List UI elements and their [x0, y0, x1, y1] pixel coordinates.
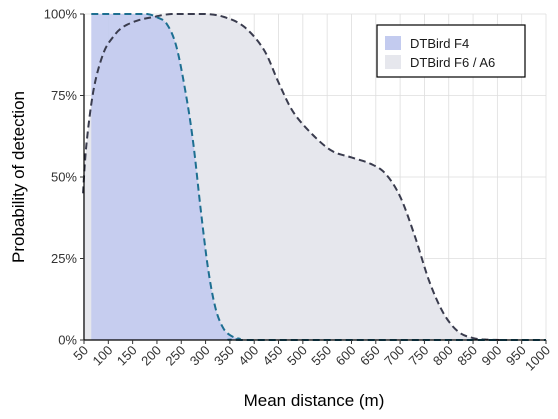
y-tick-label: 25%	[51, 251, 77, 266]
x-tick-label: 200	[138, 343, 164, 369]
x-tick-label: 650	[357, 343, 383, 369]
y-tick-label: 0%	[58, 333, 77, 348]
legend-swatch-f6	[385, 55, 401, 69]
y-axis-title: Probability of detection	[9, 91, 28, 263]
x-tick-label: 500	[284, 343, 310, 369]
x-tick-label: 400	[235, 343, 261, 369]
x-tick-label: 550	[308, 343, 334, 369]
legend-label-f4: DTBird F4	[410, 36, 469, 51]
x-tick-label: 450	[260, 343, 286, 369]
x-tick-label: 1000	[522, 343, 553, 374]
y-tick-label: 50%	[51, 170, 77, 185]
y-tick-label: 100%	[44, 7, 78, 22]
x-tick-label: 250	[162, 343, 188, 369]
legend: DTBird F4 DTBird F6 / A6	[376, 24, 526, 78]
series-areas	[83, 14, 546, 340]
legend-swatch-f4	[385, 36, 401, 50]
legend-label-f6: DTBird F6 / A6	[410, 55, 495, 70]
x-tick-label: 700	[381, 343, 407, 369]
y-tick-label: 75%	[51, 88, 77, 103]
x-tick-label: 150	[114, 343, 140, 369]
x-tick-label: 350	[211, 343, 237, 369]
x-tick-label: 850	[454, 343, 480, 369]
axes	[80, 13, 547, 344]
legend-box	[376, 24, 526, 78]
series-line-f4	[91, 13, 546, 342]
x-tick-label: 600	[333, 343, 359, 369]
x-tick-label: 800	[430, 343, 456, 369]
series-line-f6-a6	[82, 13, 508, 341]
x-tick-label: 900	[479, 343, 505, 369]
series-lines	[82, 13, 546, 342]
series-area-f4	[91, 14, 546, 340]
x-tick-labels: 5010015020025030035040045050055060065070…	[70, 343, 553, 374]
y-tick-labels: 0% 25% 50% 75% 100%	[44, 7, 78, 348]
x-tick-label: 300	[187, 343, 213, 369]
x-axis-title: Mean distance (m)	[244, 391, 385, 410]
x-tick-label: 750	[406, 343, 432, 369]
x-tick-label: 100	[89, 343, 115, 369]
